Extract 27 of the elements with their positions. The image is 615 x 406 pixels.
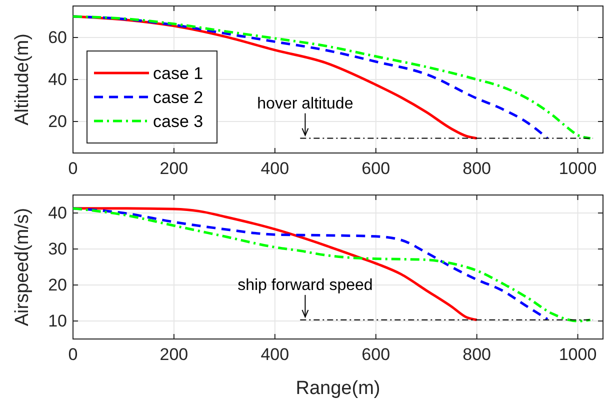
y-tick-label: 30 — [48, 239, 67, 258]
y-tick-label: 60 — [48, 28, 67, 47]
y-tick-label: 40 — [48, 70, 67, 89]
legend-label: case 2 — [153, 88, 204, 107]
x-tick-label: 800 — [462, 159, 491, 178]
y-tick-label: 40 — [48, 203, 67, 222]
x-tick-label: 400 — [260, 345, 290, 364]
annotation: hover altitude — [257, 95, 354, 112]
y-tick-label: 20 — [48, 112, 67, 131]
x-tick-label: 0 — [68, 159, 78, 178]
x-tick-label: 600 — [362, 345, 390, 364]
x-tick-label: 200 — [160, 345, 188, 364]
x-tick-label: 200 — [160, 159, 188, 178]
x-tick-label: 400 — [260, 159, 290, 178]
annotation: ship forward speed — [238, 276, 373, 294]
y-tick-label: 10 — [48, 311, 67, 330]
legend-label: case 1 — [153, 64, 204, 83]
x-tick-label: 0 — [68, 345, 78, 364]
y-axis-title: Altitude(m) — [12, 34, 33, 126]
x-axis-title: Range(m) — [296, 378, 380, 399]
x-tick-label: 600 — [362, 159, 390, 178]
x-tick-label: 800 — [462, 345, 491, 364]
y-tick-label: 20 — [48, 275, 67, 294]
legend-label: case 3 — [153, 112, 204, 131]
x-tick-label: 1000 — [558, 159, 597, 178]
x-tick-label: 1000 — [558, 345, 597, 364]
y-axis-title: Airspeed(m/s) — [12, 208, 33, 326]
